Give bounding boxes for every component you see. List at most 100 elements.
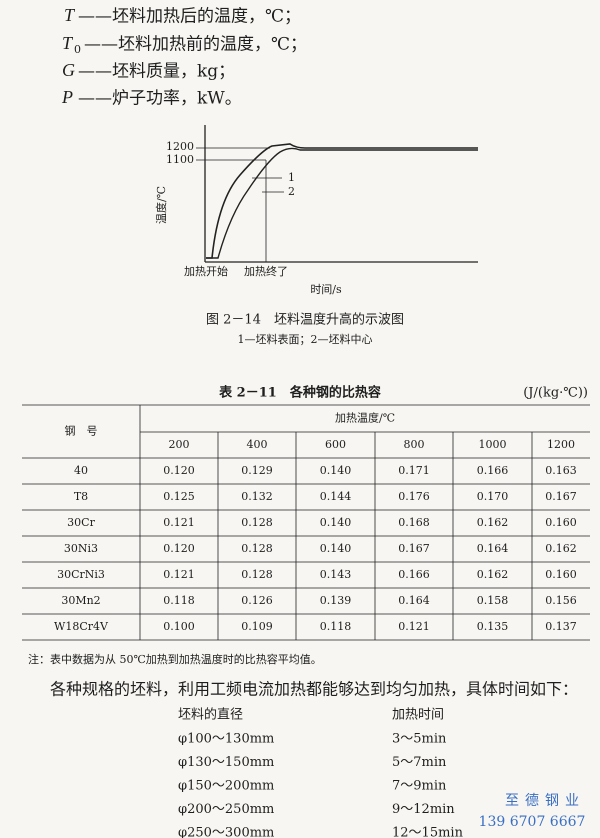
table-title: 表 2－11 各种钢的比热容	[218, 385, 381, 401]
table-cell: 0.160	[545, 516, 577, 529]
list-item: 5～7min	[392, 755, 447, 770]
table-cell: 0.144	[320, 490, 352, 503]
table-cell: 0.121	[163, 516, 195, 529]
heating-list: 坯料的直径 加热时间 φ100～130mm 3～5min φ130～150mm 5～7mi…	[178, 707, 464, 838]
table-cell: 0.163	[545, 464, 577, 477]
table-cell: 0.120	[163, 542, 195, 555]
list-item: 9～12min	[392, 802, 455, 817]
intro: 各种规格的坯料，利用工频电流加热都能够达到均匀加热，具体时间如下：	[50, 680, 578, 699]
table-cell: 0.162	[545, 542, 577, 555]
table-cell: 0.120	[163, 464, 195, 477]
table-cell: 0.176	[398, 490, 430, 503]
table-cell: 0.135	[477, 620, 509, 633]
table-cell: 0.167	[545, 490, 577, 503]
table-cell: 0.162	[477, 568, 509, 581]
oscillogram	[196, 125, 478, 263]
table-cell: 0.137	[545, 620, 577, 633]
surface-curve	[206, 143, 478, 259]
table-cell: 0.170	[477, 490, 509, 503]
y-mark: 1100	[166, 153, 194, 166]
table-cell: 0.168	[398, 516, 430, 529]
table-cell: T8	[74, 490, 88, 503]
table-cell: 0.118	[320, 620, 352, 633]
list-item: φ150～200mm	[178, 779, 274, 794]
table-cell: 0.156	[545, 594, 577, 607]
table-cell: 0.171	[398, 464, 430, 477]
watermark-phone: 139 6707 6667	[479, 814, 586, 830]
list-item: 3～5min	[392, 732, 447, 747]
table-cell: 0.140	[320, 542, 352, 555]
definition: ——坯料加热前的温度，℃；	[84, 35, 307, 55]
row-header: 钢 号	[65, 425, 98, 438]
y-axis-label: 温度/℃	[154, 186, 168, 224]
table-cell: 0.132	[241, 490, 273, 503]
list-item: φ250～300mm	[178, 826, 274, 838]
symbol: T	[64, 5, 76, 25]
list-item: φ100～130mm	[178, 732, 274, 747]
table-cell: 0.140	[320, 516, 352, 529]
column-header: 1200	[547, 438, 575, 451]
figure-legend: 1—坯料表面；2—坯料中心	[238, 332, 373, 346]
table-cell: 0.162	[477, 516, 509, 529]
table-note: 注：表中数据为从 50℃加热到加热温度时的比热容平均值。	[28, 652, 322, 666]
curve-label: 2	[288, 185, 295, 198]
figure-caption: 图 2－14 坯料温度升高的示波图	[206, 312, 404, 328]
table-cell: 0.121	[163, 568, 195, 581]
x-mark: 加热开始	[184, 264, 228, 278]
table-cell: W18Cr4V	[54, 620, 109, 633]
symbol: T	[62, 33, 74, 53]
table-cell: 0.129	[241, 464, 273, 477]
definition: ——坯料加热后的温度，℃；	[78, 7, 301, 27]
table-cell: 0.118	[163, 594, 195, 607]
table-cell: 0.139	[320, 594, 352, 607]
list-item: φ200～250mm	[178, 802, 274, 817]
curve-label: 1	[288, 171, 295, 184]
table-cell: 0.164	[398, 594, 430, 607]
column-header: 600	[325, 438, 346, 451]
table-cell: 0.128	[241, 568, 273, 581]
center-curve	[206, 147, 478, 259]
table-cell: 0.167	[398, 542, 430, 555]
table-cell: 30CrNi3	[57, 568, 105, 581]
y-mark: 1200	[166, 140, 194, 153]
table-cell: 0.121	[398, 620, 430, 633]
table-cell: 30Mn2	[61, 594, 100, 607]
list-header: 加热时间	[392, 708, 444, 723]
table-cell: 0.140	[320, 464, 352, 477]
column-header: 1000	[479, 438, 507, 451]
subscript: 0	[74, 43, 81, 56]
definition: ——坯料质量，kg；	[78, 62, 235, 82]
x-mark: 加热终了	[244, 264, 288, 278]
table-cell: 0.164	[477, 542, 509, 555]
table-cell: 0.143	[320, 568, 352, 581]
table-cell: 30Cr	[67, 516, 95, 529]
list-header: 坯料的直径	[178, 707, 243, 723]
table-cell: 0.166	[398, 568, 430, 581]
table-cell: 40	[74, 464, 88, 477]
x-axis-label: 时间/s	[310, 283, 342, 296]
column-header: 800	[404, 438, 425, 451]
table-cell: 0.100	[163, 620, 195, 633]
table: 钢 号 加热温度/℃ 200 400 600 800 1000 1200 40 0.120 0.12…	[22, 404, 590, 641]
table-cell: 0.128	[241, 542, 273, 555]
list-item: 12～15min	[392, 826, 464, 838]
column-header: 200	[169, 438, 190, 451]
table-cell: 0.125	[163, 490, 195, 503]
table-cell: 0.128	[241, 516, 273, 529]
list-item: φ130～150mm	[178, 755, 274, 770]
watermark-company: 至德钢业	[505, 793, 585, 809]
table-cell: 0.166	[477, 464, 509, 477]
symbol: P	[61, 87, 73, 107]
column-header: 400	[247, 438, 268, 451]
table-cell: 30Ni3	[64, 542, 98, 555]
table-unit: (J/(kg·℃))	[523, 386, 588, 401]
definition: ——炉子功率，kW。	[78, 89, 242, 109]
table-cell: 0.158	[477, 594, 509, 607]
group-header: 加热温度/℃	[335, 411, 395, 425]
list-item: 7～9min	[392, 779, 447, 794]
table-cell: 0.160	[545, 568, 577, 581]
table-cell: 0.126	[241, 594, 273, 607]
symbol: G	[62, 60, 75, 80]
table-cell: 0.109	[241, 620, 273, 633]
